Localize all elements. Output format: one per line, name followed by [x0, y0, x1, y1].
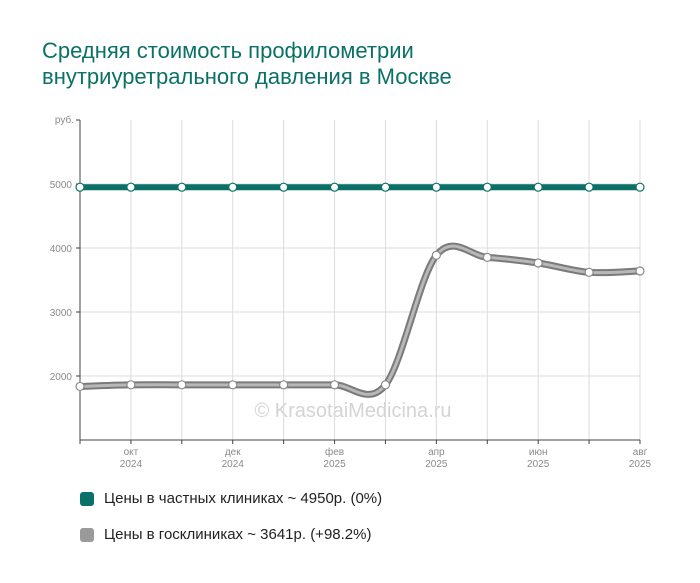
x-tick-label-month: июн [529, 447, 548, 458]
y-tick-label: 4000 [50, 244, 73, 255]
legend-item-public[interactable]: Цены в госклиниках ~ 3641р. (+98.2%) [80, 526, 371, 543]
x-tick-label-year: 2025 [425, 459, 448, 470]
data-point-public [431, 250, 441, 260]
data-point-public [380, 380, 391, 390]
data-point-private [279, 182, 289, 192]
data-point-public [329, 380, 340, 390]
x-tick-label-year: 2025 [527, 459, 550, 470]
data-point-public [635, 266, 645, 276]
y-tick-label: 5000 [50, 180, 73, 191]
chart-axes: 2000300040005000руб.окт2024дек2024фев202… [50, 114, 652, 470]
data-point-public [75, 381, 85, 392]
chart-series [76, 184, 644, 398]
x-tick-label-month: окт [124, 447, 139, 458]
x-tick-label-year: 2025 [629, 459, 652, 470]
watermark: © KrasotaiMedicina.ru [254, 400, 451, 422]
data-point-public [482, 252, 492, 262]
x-tick-label-year: 2024 [222, 459, 245, 470]
data-point-private [228, 182, 238, 192]
data-point-public [126, 380, 136, 390]
y-axis-unit-label: руб. [55, 114, 74, 126]
legend-swatch-public [80, 527, 94, 542]
x-tick-label-month: дек [225, 447, 241, 458]
data-point-private [635, 182, 645, 192]
chart-title: Средняя стоимость профилометрии внутриур… [42, 38, 662, 90]
data-point-private [329, 182, 340, 192]
legend-label-public: Цены в госклиниках ~ 3641р. (+98.2%) [104, 526, 372, 543]
data-point-private [75, 182, 85, 192]
chart-title-line-1: Средняя стоимость профилометрии [42, 38, 414, 63]
x-tick-label-month: фев [325, 446, 344, 458]
legend-item-private[interactable]: Цены в частных клиниках ~ 4950р. (0%) [80, 490, 382, 507]
y-tick-label: 3000 [50, 308, 73, 319]
data-point-private [533, 182, 543, 192]
data-point-private [584, 182, 594, 192]
data-point-private [380, 182, 391, 192]
x-tick-label-year: 2024 [120, 459, 143, 470]
y-tick-label: 2000 [50, 372, 73, 383]
data-point-public [177, 380, 187, 390]
data-point-private [431, 182, 441, 192]
data-point-public [279, 380, 289, 390]
legend-label-private: Цены в частных клиниках ~ 4950р. (0%) [104, 490, 383, 507]
x-tick-label-month: апр [428, 447, 445, 458]
data-point-public [533, 258, 543, 268]
x-tick-label-year: 2025 [323, 459, 346, 470]
legend-swatch-private [80, 491, 94, 506]
chart-title-line-2: внутриуретрального давления в Москве [42, 64, 452, 89]
data-point-private [126, 182, 136, 192]
data-point-private [177, 182, 187, 192]
data-point-private [482, 182, 492, 192]
data-point-public [228, 380, 238, 390]
chart-points [75, 182, 645, 392]
data-point-public [584, 267, 594, 277]
x-tick-label-month: авг [633, 447, 648, 458]
series-line-public-outline [76, 242, 644, 398]
